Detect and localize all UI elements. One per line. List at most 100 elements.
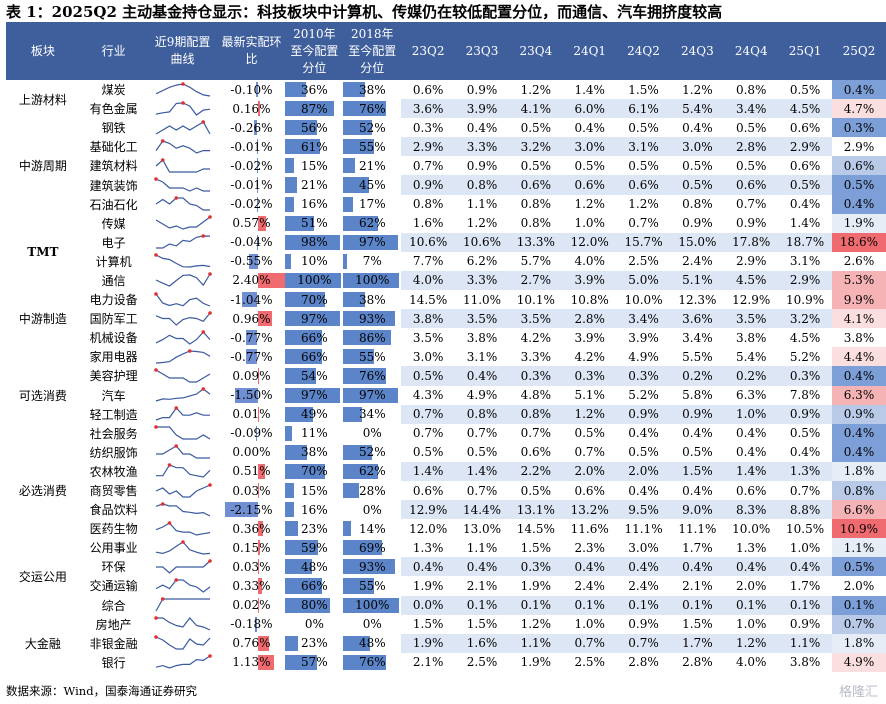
sparkline-cell — [148, 328, 218, 347]
quarter-value: 2.5% — [466, 655, 498, 670]
quarter-value: 0.5% — [520, 120, 552, 135]
quarter-value: 6.1% — [616, 99, 671, 119]
pct-2010-bar — [285, 502, 295, 518]
quarter-value: 1.6% — [455, 633, 509, 653]
pct-2010-bar — [285, 578, 323, 594]
pct-2010-value: 61% — [301, 139, 328, 154]
pct-2010-value: 66% — [301, 349, 328, 364]
pct-2018-cell: 69% — [343, 538, 401, 557]
change-cell: -0.77% — [218, 347, 286, 366]
quarter-value: 0.3% — [778, 366, 832, 386]
quarter-value: 9.9% — [831, 290, 886, 310]
quarter-value: 10.8% — [570, 292, 609, 307]
table-row: 必选消费 纺织服饰 0.00% 38% 52% 0.5% 0.5% 0.6% 0.7% 0.5% 0… — [6, 442, 886, 498]
quarter-value: 0.8% — [455, 175, 509, 195]
quarter-value: 12.0% — [409, 521, 448, 536]
quarter-value: 4.9% — [831, 652, 886, 672]
change-bar — [257, 540, 260, 556]
quarter-value: 2.5% — [628, 254, 659, 269]
quarter-value: 1.2% — [520, 82, 552, 97]
pct-2018-bar — [343, 292, 365, 308]
change-value: -0.55% — [230, 254, 273, 269]
pct-2018-bar — [343, 368, 386, 384]
change-cell: -0.55% — [218, 252, 286, 271]
change-cell: -0.02% — [218, 156, 286, 175]
pct-2018-value: 55% — [358, 578, 386, 593]
quarter-value: 2.9% — [401, 137, 456, 157]
change-cell: -0.01% — [218, 137, 286, 156]
sparkline-line — [155, 254, 210, 268]
sparkline-line — [155, 274, 211, 288]
change-value: -2.15% — [230, 502, 273, 517]
change-bar — [249, 253, 258, 269]
quarter-value: 11.1% — [624, 521, 663, 536]
quarter-value: 1.9% — [401, 633, 456, 653]
table-row: 电子 -0.04% 98% 97% 10.6% 10.6% 13.3% 12.0% 15.7% 1… — [6, 232, 886, 252]
table-row: 综合 0.02% 80% 100% 0.0% 0.1% 0.1% 0.1% 0.1% 0.1% 0.… — [6, 595, 886, 615]
industry-name: 电力设备 — [89, 293, 138, 308]
sector-label: 上游材料 — [18, 92, 67, 107]
pct-2010-value: 16% — [301, 502, 328, 517]
pct-2018-bar — [343, 158, 356, 174]
pct-2010-value: 48% — [301, 559, 328, 574]
quarter-value: 11.0% — [462, 292, 502, 307]
sparkline-chart — [155, 482, 212, 498]
quarter-value: 1.2% — [520, 617, 552, 632]
quarter-value: 4.0% — [735, 655, 767, 670]
pct-2018-value: 0% — [362, 426, 382, 441]
pct-2010-value: 49% — [301, 407, 328, 422]
quarter-value: 0.4% — [682, 483, 713, 498]
quarter-value: 1.2% — [466, 216, 498, 231]
quarter-value: 13.3% — [508, 232, 563, 252]
quarter-value: 0.6% — [616, 175, 671, 195]
quarter-value: 2.0% — [735, 578, 767, 593]
sparkline-line — [155, 598, 210, 612]
quarter-value: 1.9% — [831, 213, 886, 233]
quarter-value: 0.8% — [508, 404, 563, 424]
sparkline-line — [155, 655, 210, 669]
quarter-value: 0.3% — [831, 118, 886, 138]
pct-2010-cell: 11% — [285, 424, 343, 443]
sparkline-chart — [153, 177, 210, 192]
quarter-value: 0.9% — [616, 404, 671, 424]
quarter-value: 1.7% — [670, 633, 725, 653]
change-cell: 0.96% — [218, 309, 286, 328]
sparkline-line — [155, 464, 210, 479]
sparkline-max-dot — [207, 215, 212, 220]
table-title: 表 1：2025Q2 主动基金持仓显示：科技板块中计算机、传媒仍在较低配置分位，… — [6, 3, 723, 21]
quarter-value: 1.4% — [724, 461, 779, 481]
quarter-value: 1.0% — [574, 617, 605, 632]
quarter-value: 0.7% — [628, 216, 659, 231]
industry-name: 轻工制造 — [89, 407, 138, 422]
quarter-value: 0.5% — [520, 158, 552, 173]
sparkline-cell — [148, 309, 218, 328]
industry-name: 电子 — [101, 235, 126, 250]
pct-2018-value: 93% — [358, 311, 386, 326]
sparkline-cell — [148, 500, 218, 519]
pct-2010-bar — [285, 387, 340, 403]
quarter-value: 2.1% — [466, 578, 498, 593]
change-value: -0.04% — [230, 235, 273, 250]
pct-2018-cell: 52% — [343, 443, 401, 462]
quarter-value: 18.6% — [831, 232, 886, 252]
pct-2010-cell: 15% — [285, 481, 343, 500]
quarter-value: 2.8% — [682, 655, 713, 670]
change-cell: -1.50% — [218, 386, 286, 405]
pct-2018-cell: 38% — [343, 80, 401, 99]
sparkline-chart — [155, 119, 211, 135]
header-sector: 板块 — [6, 22, 80, 80]
quarter-value: 0.6% — [562, 175, 617, 195]
header-pct-2018: 2018年至今配置分位 — [343, 22, 402, 80]
industry-name: 钢铁 — [101, 121, 126, 136]
quarter-value: 0.4% — [724, 557, 779, 577]
pct-2018-value: 0% — [362, 502, 382, 517]
sparkline-max-dot — [207, 272, 212, 277]
quarter-value: 4.8% — [520, 388, 552, 403]
change-cell: 0.51% — [218, 462, 286, 481]
sparkline-max-dot — [173, 196, 178, 200]
sparkline-max-dot — [167, 520, 171, 525]
sparkline-cell — [148, 596, 218, 615]
table-row: 交运公用 公用事业 0.15% 59% 69% 1.3% 1.1% 1.5% 2.3% 3.0% 1… — [6, 538, 886, 584]
quarter-value: 2.9% — [735, 254, 767, 269]
pct-2018-bar — [343, 597, 400, 613]
